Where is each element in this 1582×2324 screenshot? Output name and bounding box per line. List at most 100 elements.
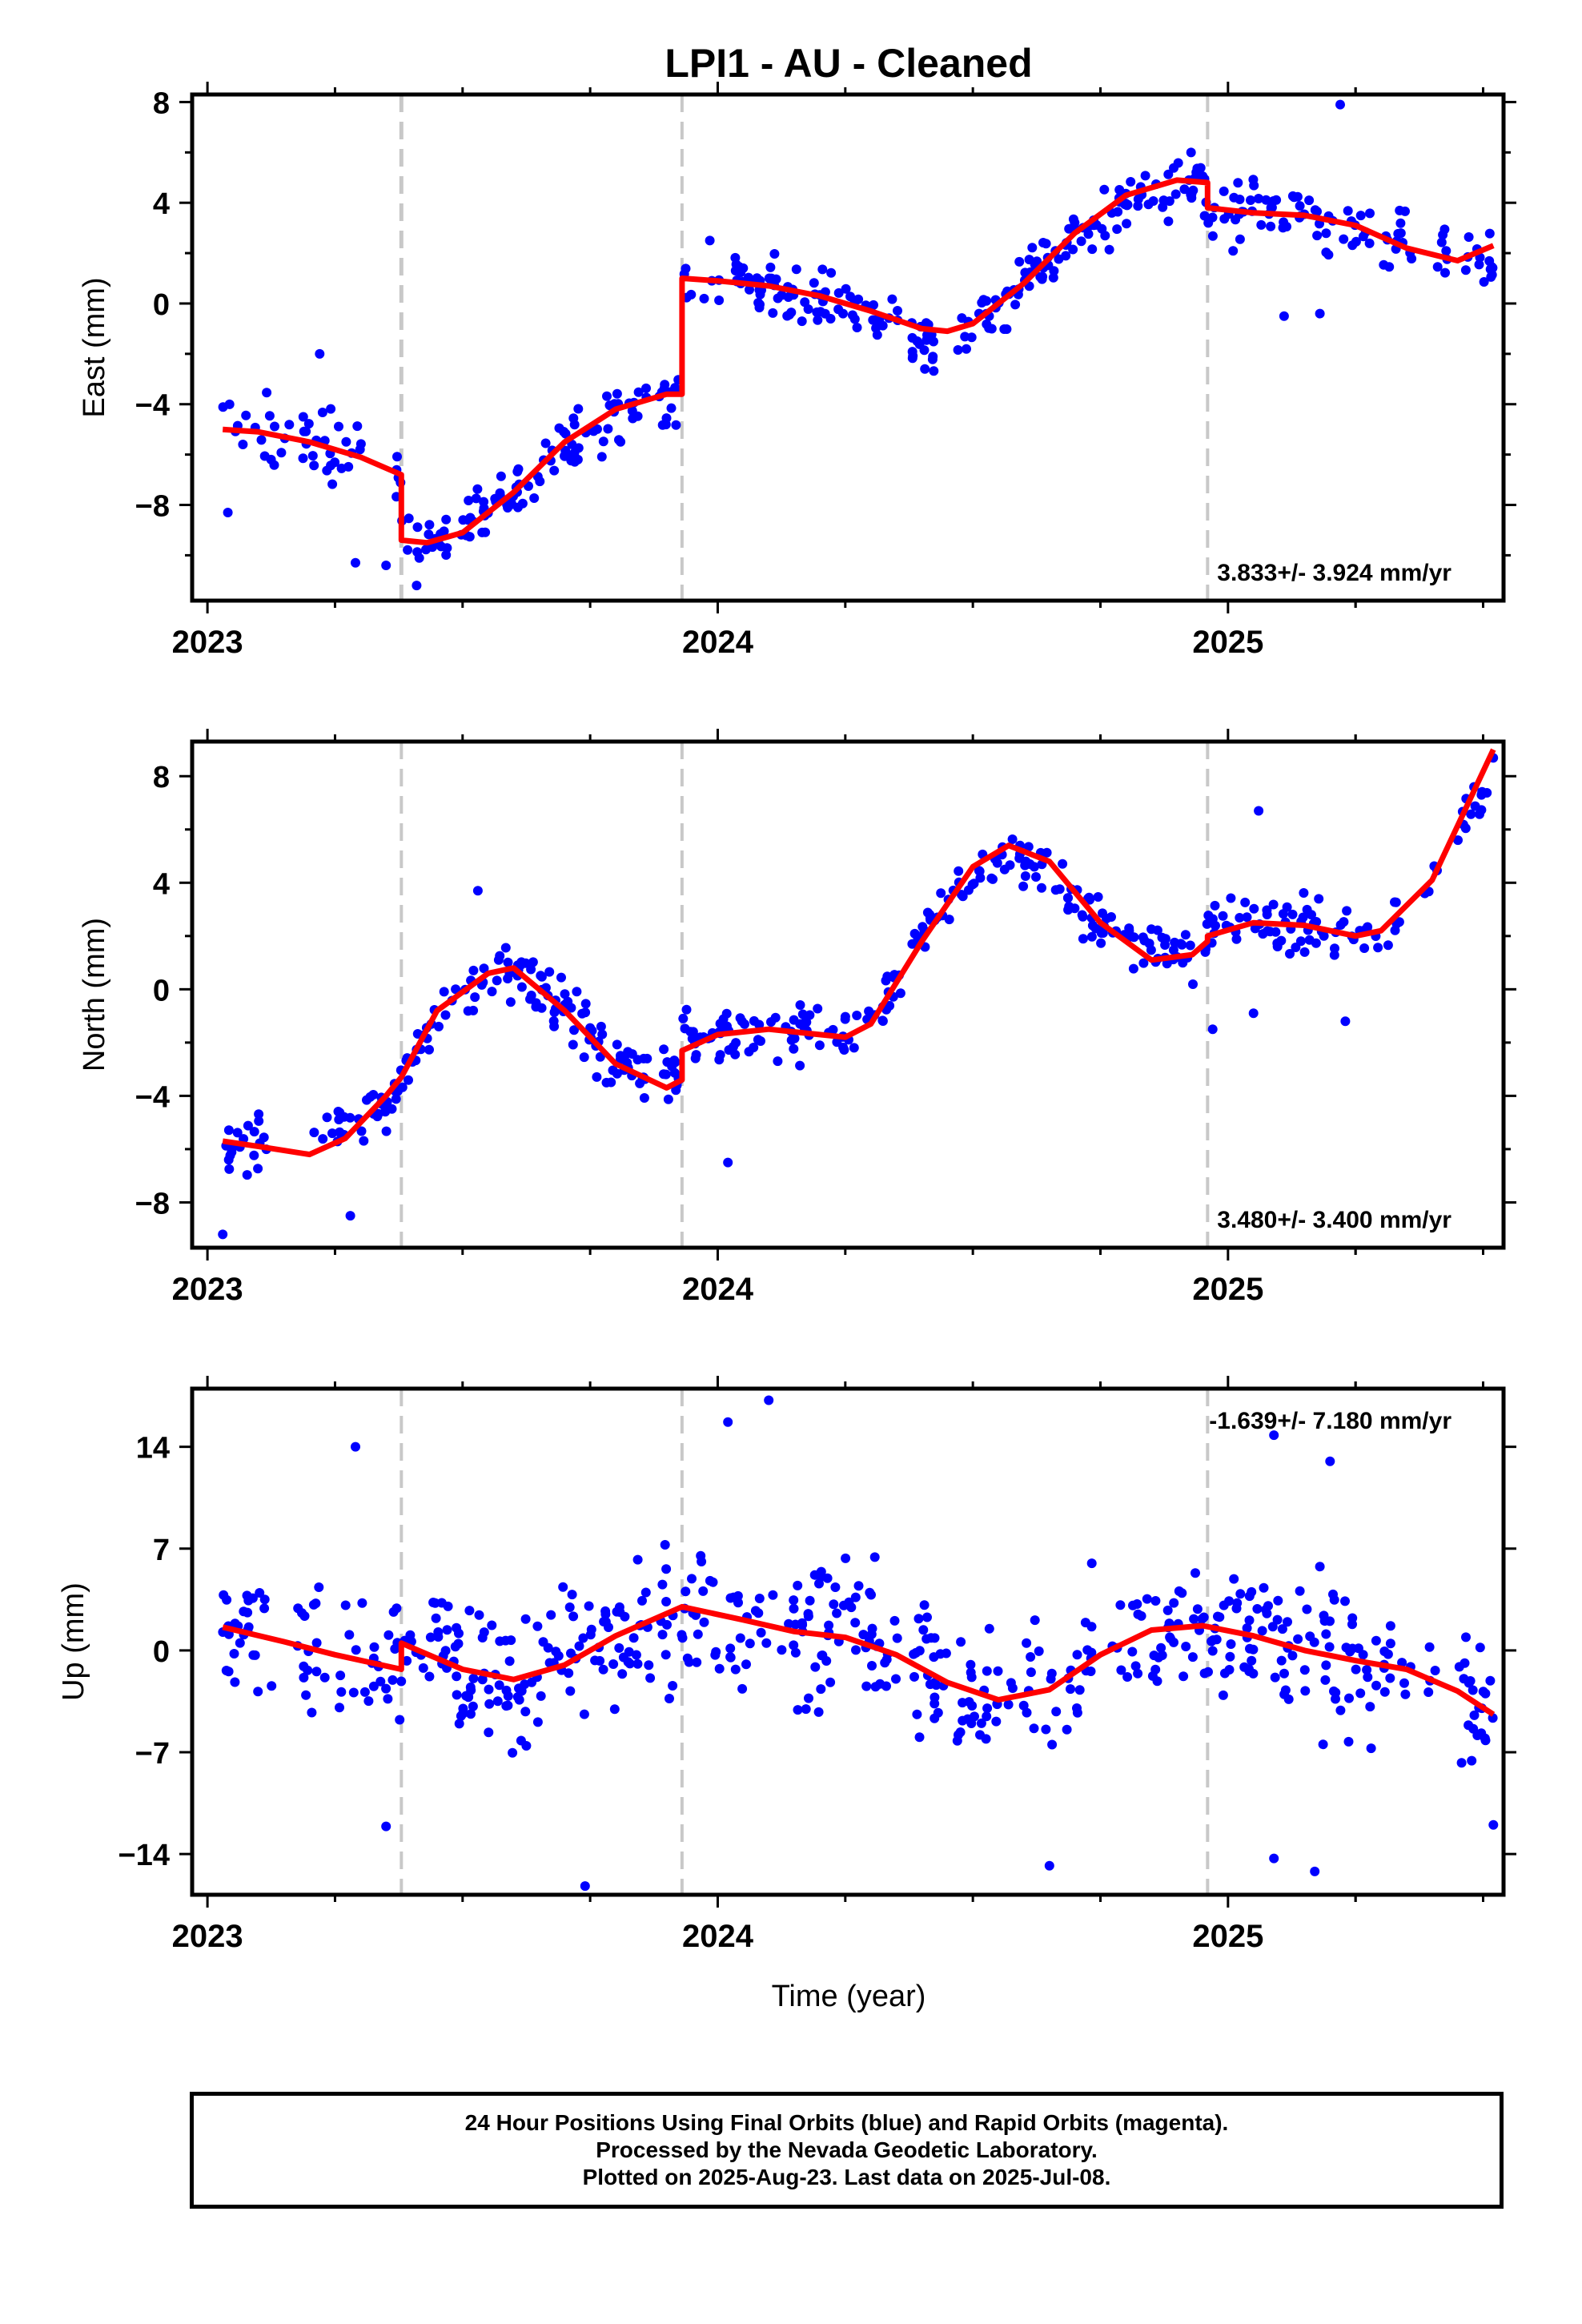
data-point [813,1003,823,1014]
data-point [1257,1626,1267,1636]
data-point [1268,899,1279,910]
data-point [525,994,535,1004]
data-point [791,264,801,275]
data-point [579,1709,589,1719]
data-point [362,1095,371,1105]
data-point [458,515,468,525]
data-point [520,958,531,968]
data-point [603,424,613,434]
data-point [1271,195,1282,205]
data-point [624,1659,635,1669]
data-point [1031,872,1041,882]
data-point [661,1597,672,1606]
data-point [381,1126,391,1136]
x-tick-label: 2023 [172,1919,243,1954]
data-point [830,1582,841,1592]
data-point [754,1594,765,1603]
data-point [723,1157,733,1168]
data-point [355,439,366,449]
data-point [311,1638,322,1648]
data-point [424,529,434,540]
data-point [828,1024,838,1035]
data-point [439,987,449,997]
data-point [735,1633,745,1643]
data-point [492,975,502,986]
data-point [657,1579,668,1590]
data-point [351,1441,360,1452]
x-tick-label: 2025 [1192,1272,1263,1307]
data-point [821,1656,832,1666]
data-point [909,1671,919,1682]
data-point [381,1683,391,1694]
data-point [442,543,452,553]
data-point [1312,231,1323,241]
data-point [318,1134,328,1144]
data-point [1242,1623,1252,1633]
data-point [600,1606,611,1616]
data-point [958,1715,968,1726]
data-point [941,1648,951,1659]
data-point [1395,228,1406,239]
data-point [262,388,272,398]
data-point [632,1055,643,1065]
data-point [1355,211,1366,221]
data-point [267,1681,277,1691]
data-point [503,974,513,983]
data-point [1090,923,1101,934]
up-panel: 2023 2024 2025 14 7 0 −7 −14 Up (mm) -1.639+/- 7.… [57,1376,1516,1954]
data-point [661,1650,671,1660]
data-point [801,1012,811,1023]
data-point [730,1664,741,1675]
data-point [536,1691,546,1701]
data-point [870,1682,881,1692]
data-point [1207,1636,1217,1647]
data-point [454,1719,464,1729]
data-point [452,1622,462,1633]
data-point [789,1595,799,1606]
data-point [869,1552,880,1562]
data-point [468,1701,478,1711]
data-point [993,1666,1003,1676]
data-point [1347,240,1358,251]
data-point [1142,1594,1152,1604]
up-rate-label: -1.639+/- 7.180 mm/yr [1209,1408,1452,1434]
data-point [632,411,643,421]
data-point [299,1672,309,1683]
data-point [1187,1652,1198,1663]
data-point [322,1112,332,1123]
data-point [1244,1667,1255,1676]
data-point [1199,211,1210,221]
data-point [1459,1674,1469,1684]
data-point [797,1618,807,1628]
data-point [1279,1668,1289,1679]
data-point [1127,1647,1138,1657]
data-point [1379,1687,1390,1697]
data-point [424,520,435,530]
data-point [1309,1637,1319,1647]
data-point [1218,1690,1228,1700]
info-box: 24 Hour Positions Using Final Orbits (bl… [190,2092,1504,2209]
data-point [1068,244,1078,255]
data-point [1259,1582,1269,1593]
data-point [1162,1605,1173,1615]
data-point [714,1663,725,1674]
y-tick-label: −8 [135,1187,170,1220]
data-point [769,249,780,259]
data-point [396,1676,407,1687]
data-point [1199,1612,1209,1622]
data-point [1347,1613,1358,1623]
data-point [1279,311,1289,321]
data-point [1464,232,1474,242]
data-point [506,1635,516,1646]
data-point [1020,871,1030,881]
data-point [1200,947,1211,957]
data-point [1124,923,1134,934]
data-point [982,1703,993,1714]
data-point [549,1021,560,1031]
data-point [327,479,338,489]
data-point [1482,788,1492,798]
data-point [573,443,584,453]
data-point [540,438,551,448]
data-point [223,1667,234,1677]
data-point [383,1630,394,1640]
